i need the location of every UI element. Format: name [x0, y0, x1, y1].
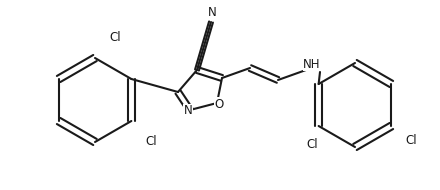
- Text: Cl: Cl: [405, 134, 417, 147]
- Text: NH: NH: [303, 58, 321, 70]
- Text: N: N: [208, 6, 216, 18]
- Text: Cl: Cl: [109, 31, 121, 44]
- Text: O: O: [214, 97, 224, 111]
- Text: Cl: Cl: [307, 138, 319, 151]
- Text: Cl: Cl: [145, 135, 157, 148]
- Text: N: N: [183, 105, 192, 117]
